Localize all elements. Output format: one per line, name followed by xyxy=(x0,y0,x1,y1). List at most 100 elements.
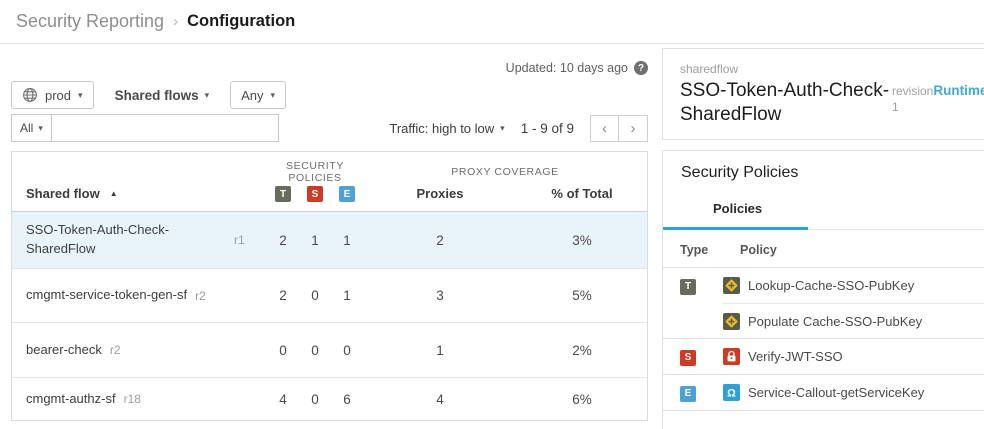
proxies-count: 3 xyxy=(436,288,444,303)
policy-column-header: Policy xyxy=(740,243,777,257)
shared-flow-revision: r2 xyxy=(109,343,121,357)
pct-of-total: 5% xyxy=(572,288,592,303)
service-callout-icon: Ω xyxy=(723,384,740,401)
chevron-down-icon: ▾ xyxy=(270,89,276,100)
chevron-down-icon: ▾ xyxy=(38,122,43,133)
t-count: 2 xyxy=(279,288,287,303)
t-count: 2 xyxy=(279,232,287,248)
search-input[interactable] xyxy=(51,114,279,142)
search-scope-dropdown[interactable]: All ▾ xyxy=(11,114,52,142)
policy-row: Lookup-Cache-SSO-PubKey xyxy=(723,268,984,303)
any-filter-dropdown[interactable]: Any ▾ xyxy=(230,81,287,109)
proxies-count: 2 xyxy=(436,232,444,248)
policy-group-traffic: T Lookup-Cache-SSO-PubKey Populate Cache… xyxy=(663,268,984,339)
shared-flow-column-header[interactable]: Shared flow xyxy=(26,186,100,201)
pagination-prev-button[interactable]: ‹ xyxy=(590,114,619,142)
policies-tabbar: Policies xyxy=(663,199,984,230)
shared-flow-name: cmgmt-authz-sf xyxy=(26,390,116,406)
policy-row: Populate Cache-SSO-PubKey xyxy=(723,303,984,338)
t-count: 0 xyxy=(279,342,287,358)
shared-flow-revision: r18 xyxy=(123,392,141,406)
traffic-policy-badge: T xyxy=(680,278,696,295)
policy-group-extension: E Ω Service-Callout-getServiceKey xyxy=(663,375,984,411)
environment-dropdown-label: prod xyxy=(45,87,72,103)
type-column-header: Type xyxy=(680,243,709,257)
extension-policy-badge: E xyxy=(339,186,355,203)
e-count: 1 xyxy=(343,232,351,248)
policy-name: Verify-JWT-SSO xyxy=(748,349,843,364)
extension-policy-badge: E xyxy=(680,385,696,402)
policy-row: Verify-JWT-SSO xyxy=(723,339,984,374)
s-count: 0 xyxy=(311,391,319,407)
traffic-policy-badge: T xyxy=(275,186,291,203)
t-count: 4 xyxy=(279,391,287,407)
pagination-range: 1 - 9 of 9 xyxy=(520,120,574,136)
active-tab-indicator xyxy=(663,227,808,230)
proxies-count: 4 xyxy=(436,391,444,407)
any-filter-dropdown-label: Any xyxy=(241,87,264,103)
shared-flow-name: SSO-Token-Auth-Check-SharedFlow xyxy=(26,222,170,256)
page-title: Configuration xyxy=(187,12,296,30)
cache-icon xyxy=(723,277,740,294)
e-count: 0 xyxy=(343,342,351,358)
updated-label: Updated: 10 days ago xyxy=(505,61,628,75)
shared-flow-revision: r1 xyxy=(234,233,245,247)
policy-row: Ω Service-Callout-getServiceKey xyxy=(723,375,984,410)
flow-type-dropdown[interactable]: Shared flows ▾ xyxy=(115,88,210,103)
s-count: 0 xyxy=(311,342,319,358)
runtime-link[interactable]: Runtime xyxy=(933,83,984,98)
detail-type-label: sharedflow xyxy=(680,62,739,76)
security-policies-heading: Security Policies xyxy=(681,164,799,181)
s-count: 1 xyxy=(311,232,319,248)
policy-name: Service-Callout-getServiceKey xyxy=(748,385,925,400)
revision-value: 1 xyxy=(892,100,899,114)
shared-flows-table: SECURITY POLICIES PROXY COVERAGE Shared … xyxy=(11,151,648,421)
pct-of-total: 6% xyxy=(572,391,592,407)
globe-icon xyxy=(22,87,38,103)
environment-dropdown[interactable]: prod ▾ xyxy=(11,81,94,109)
table-row[interactable]: SSO-Token-Auth-Check-SharedFlow r1 2 1 1… xyxy=(12,212,647,269)
cache-icon xyxy=(723,312,740,330)
svg-text:Ω: Ω xyxy=(727,388,736,400)
traffic-sort-label: Traffic: high to low xyxy=(389,120,495,136)
breadcrumb-separator: › xyxy=(173,13,179,30)
pagination-next-button[interactable]: › xyxy=(619,114,648,142)
security-policy-badge: S xyxy=(680,349,696,366)
help-icon[interactable]: ? xyxy=(634,61,648,75)
table-row[interactable]: cmgmt-service-token-gen-sf r2 2 0 1 3 5% xyxy=(12,269,647,323)
e-count: 1 xyxy=(343,288,351,303)
chevron-down-icon: ▾ xyxy=(78,89,83,100)
security-policies-group-header: SECURITY POLICIES xyxy=(286,160,344,184)
search-scope-dropdown-label: All xyxy=(20,121,34,135)
security-policies-card: Security Policies Policies Type Policy T… xyxy=(662,150,984,429)
pct-of-total: 3% xyxy=(572,232,592,248)
report-pane: Updated: 10 days ago ? prod ▾ Shared flo… xyxy=(0,44,662,429)
breadcrumb-parent-link[interactable]: Security Reporting xyxy=(16,11,165,31)
detail-title: SSO-Token-Auth-Check-SharedFlow xyxy=(680,80,890,125)
pct-of-total: 2% xyxy=(572,342,592,358)
chevron-down-icon: ▾ xyxy=(500,122,505,133)
shared-flow-name: cmgmt-service-token-gen-sf xyxy=(26,287,188,303)
chevron-down-icon: ▾ xyxy=(204,89,210,100)
policy-name: Lookup-Cache-SSO-PubKey xyxy=(748,278,915,293)
proxy-coverage-group-header: PROXY COVERAGE xyxy=(451,166,559,178)
flow-type-dropdown-label: Shared flows xyxy=(114,87,199,103)
tab-policies[interactable]: Policies xyxy=(713,201,763,216)
proxies-column-header: Proxies xyxy=(416,186,464,201)
policy-group-security: S Verify-JWT-SSO xyxy=(663,339,984,375)
revision-label: revision xyxy=(892,84,934,98)
pct-total-column-header: % of Total xyxy=(551,186,613,201)
shared-flow-name: bearer-check xyxy=(26,341,102,357)
detail-panel: sharedflow SSO-Token-Auth-Check-SharedFl… xyxy=(662,44,984,429)
sort-ascending-icon: ▲ xyxy=(109,189,118,198)
policy-name: Populate Cache-SSO-PubKey xyxy=(748,313,923,329)
traffic-sort-dropdown[interactable]: Traffic: high to low ▾ xyxy=(389,121,504,136)
shared-flow-revision: r2 xyxy=(195,288,206,303)
lock-icon xyxy=(723,348,740,365)
table-row[interactable]: cmgmt-authz-sf r18 4 0 6 4 6% xyxy=(12,378,647,420)
s-count: 0 xyxy=(311,288,319,303)
breadcrumb: Security Reporting › Configuration xyxy=(0,0,984,44)
table-row[interactable]: bearer-check r2 0 0 0 1 2% xyxy=(12,323,647,378)
proxies-count: 1 xyxy=(436,342,444,358)
security-policy-badge: S xyxy=(307,186,323,203)
